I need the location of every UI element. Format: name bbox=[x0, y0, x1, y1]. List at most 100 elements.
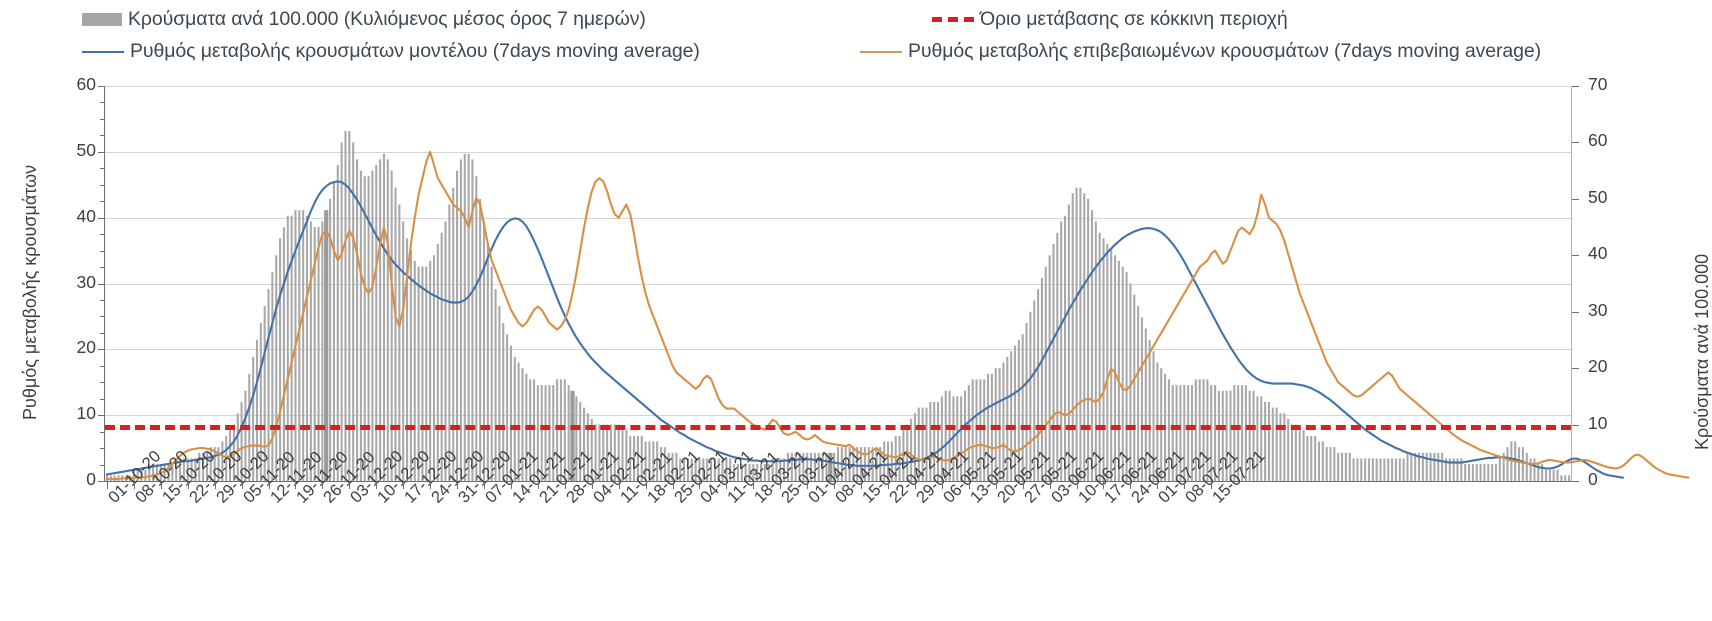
x-axis-tick-label: 01-04-21 bbox=[805, 447, 864, 507]
y-axis-right-tick-label: 40 bbox=[1588, 243, 1608, 264]
y-axis-right-tick-label: 50 bbox=[1588, 186, 1608, 207]
legend-label: Κρούσματα ανά 100.000 (Κυλιόμενος μέσος … bbox=[128, 8, 646, 30]
y-axis-left-tick bbox=[98, 217, 105, 219]
legend-item-threshold[interactable]: Όριο μετάβασης σε κόκκινη περιοχή bbox=[932, 8, 1288, 31]
x-axis-tick bbox=[941, 481, 943, 489]
x-axis-tick bbox=[295, 481, 297, 489]
x-axis-tick-label: 21-01-21 bbox=[536, 447, 595, 507]
x-axis-tick bbox=[807, 481, 809, 489]
legend-label: Ρυθμός μεταβολής κρουσμάτων μοντέλου (7d… bbox=[130, 40, 700, 62]
y-axis-right-tick bbox=[1572, 198, 1579, 200]
x-axis-tick bbox=[1022, 481, 1024, 489]
y-axis-left-minor-tick bbox=[100, 365, 105, 367]
x-axis-tick-label: 08-07-21 bbox=[1182, 447, 1241, 507]
x-axis-tick bbox=[780, 481, 782, 489]
threshold-line bbox=[105, 425, 1571, 431]
model-rate-line bbox=[105, 180, 1624, 479]
x-axis-tick bbox=[187, 481, 189, 489]
y-axis-right-tick bbox=[1572, 424, 1579, 426]
y-axis-left-minor-tick bbox=[100, 267, 105, 269]
x-axis-tick bbox=[888, 481, 890, 489]
x-axis-tick bbox=[322, 481, 324, 489]
gridline bbox=[105, 349, 1571, 351]
x-axis-tick-label: 15-04-21 bbox=[859, 447, 918, 507]
y-axis-left-tick-label: 50 bbox=[76, 139, 96, 160]
x-axis-tick bbox=[834, 481, 836, 489]
x-axis-tick-label: 22-10-20 bbox=[186, 447, 245, 507]
x-axis-line bbox=[104, 481, 1572, 482]
x-axis-tick-label: 01-10-20 bbox=[105, 447, 164, 507]
y-axis-left-tick-label: 10 bbox=[76, 403, 96, 424]
x-axis-tick bbox=[1049, 481, 1051, 489]
x-axis-tick bbox=[726, 481, 728, 489]
x-axis-tick-label: 11-02-21 bbox=[617, 448, 676, 507]
x-axis-tick-label: 06-05-21 bbox=[940, 447, 999, 507]
x-axis-tick-label: 08-10-20 bbox=[132, 447, 191, 507]
y-axis-left-minor-tick bbox=[100, 135, 105, 137]
x-axis-tick-label: 01-07-21 bbox=[1155, 447, 1214, 507]
y-axis-right-tick bbox=[1572, 86, 1579, 87]
plot-area bbox=[105, 86, 1690, 481]
x-axis-tick-label: 20-05-21 bbox=[994, 447, 1053, 507]
x-axis-tick bbox=[510, 481, 512, 489]
x-axis-tick bbox=[537, 481, 539, 489]
x-axis-tick-label: 03-06-21 bbox=[1048, 447, 1107, 507]
x-axis-tick-label: 05-11-20 bbox=[240, 448, 299, 507]
y-axis-left-minor-tick bbox=[100, 184, 105, 186]
y-axis-left-minor-tick bbox=[100, 431, 105, 433]
line-swatch-icon bbox=[82, 50, 124, 53]
x-axis-tick-label: 10-06-21 bbox=[1075, 447, 1134, 507]
gridline bbox=[105, 86, 1571, 87]
x-axis-tick bbox=[1211, 481, 1213, 489]
x-axis-tick-label: 17-06-21 bbox=[1101, 447, 1160, 507]
y-axis-left-minor-tick bbox=[100, 250, 105, 252]
y-axis-left-tick bbox=[98, 86, 105, 87]
dashed-line-swatch-icon bbox=[932, 17, 974, 22]
y-axis-left-tick bbox=[98, 283, 105, 285]
x-axis-tick bbox=[1130, 481, 1132, 489]
y-axis-left-tick-label: 0 bbox=[86, 469, 96, 489]
legend-item-confirmed-rate[interactable]: Ρυθμός μεταβολής επιβεβαιωμένων κρουσμάτ… bbox=[860, 40, 1541, 63]
x-axis-tick-label: 25-03-21 bbox=[778, 447, 837, 507]
x-axis-tick bbox=[753, 481, 755, 489]
x-axis-tick-label: 10-12-20 bbox=[374, 447, 433, 507]
y-axis-right-tick bbox=[1572, 481, 1579, 482]
y-axis-left-minor-tick bbox=[100, 316, 105, 318]
x-axis-tick bbox=[861, 481, 863, 489]
x-axis-tick bbox=[457, 481, 459, 489]
bar-series bbox=[105, 131, 1571, 481]
y-axis-left-minor-tick bbox=[100, 234, 105, 236]
y-axis-right-tick-label: 30 bbox=[1588, 299, 1608, 320]
x-axis-tick bbox=[349, 481, 351, 489]
y-axis-right-tick bbox=[1572, 142, 1579, 144]
x-axis-tick bbox=[160, 481, 162, 489]
y-axis-left-minor-tick bbox=[100, 299, 105, 301]
y-axis-left-tick bbox=[98, 415, 105, 417]
gridline bbox=[105, 415, 1571, 417]
x-axis-tick bbox=[106, 481, 108, 489]
y-axis-left-minor-tick bbox=[100, 382, 105, 384]
y-axis-right-tick bbox=[1572, 311, 1579, 313]
x-axis-tick bbox=[699, 481, 701, 489]
x-axis-tick-label: 15-10-20 bbox=[159, 447, 218, 507]
x-axis-tick-label: 04-03-21 bbox=[697, 447, 756, 507]
x-axis-tick-label: 11-03-21 bbox=[724, 448, 783, 507]
y-axis-right-line bbox=[1571, 86, 1572, 482]
x-axis-tick-label: 28-01-21 bbox=[563, 447, 622, 507]
x-axis-tick-label: 14-01-21 bbox=[509, 447, 568, 507]
y-axis-right-tick-label: 60 bbox=[1588, 130, 1608, 151]
y-axis-right-tick bbox=[1572, 255, 1579, 257]
x-axis-tick bbox=[645, 481, 647, 489]
y-axis-left-minor-tick bbox=[100, 464, 105, 466]
x-axis-tick bbox=[672, 481, 674, 489]
x-axis-tick-label: 04-02-21 bbox=[590, 447, 649, 507]
x-axis-tick-label: 18-03-21 bbox=[751, 447, 810, 507]
legend-label: Ρυθμός μεταβολής επιβεβαιωμένων κρουσμάτ… bbox=[908, 40, 1542, 62]
x-axis-tick-label: 18-02-21 bbox=[644, 447, 703, 507]
x-axis-tick-label: 19-11-20 bbox=[293, 448, 352, 507]
y-axis-left-tick bbox=[98, 349, 105, 351]
y-axis-left-tick-label: 60 bbox=[76, 74, 96, 94]
x-axis-tick bbox=[1103, 481, 1105, 489]
legend-item-cases-per-100k[interactable]: Κρούσματα ανά 100.000 (Κυλιόμενος μέσος … bbox=[82, 8, 646, 31]
legend-item-model-rate[interactable]: Ρυθμός μεταβολής κρουσμάτων μοντέλου (7d… bbox=[82, 40, 700, 63]
